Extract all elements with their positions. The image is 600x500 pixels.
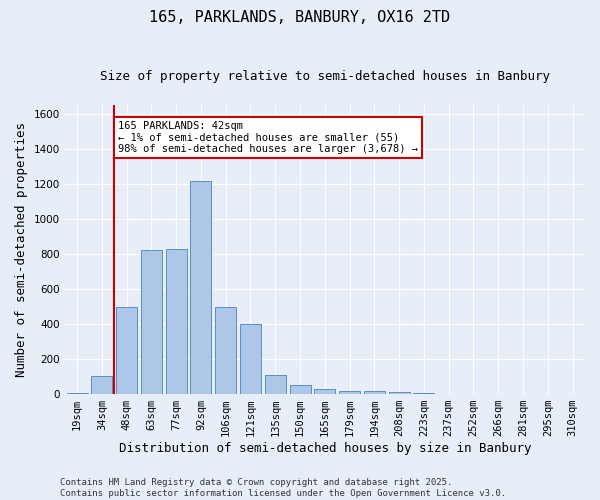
Bar xyxy=(339,390,360,394)
Bar xyxy=(190,181,211,394)
Bar xyxy=(290,386,311,394)
Y-axis label: Number of semi-detached properties: Number of semi-detached properties xyxy=(15,122,28,377)
Bar xyxy=(215,308,236,394)
X-axis label: Distribution of semi-detached houses by size in Banbury: Distribution of semi-detached houses by … xyxy=(119,442,531,455)
Text: 165 PARKLANDS: 42sqm
← 1% of semi-detached houses are smaller (55)
98% of semi-d: 165 PARKLANDS: 42sqm ← 1% of semi-detach… xyxy=(118,121,418,154)
Bar xyxy=(364,392,385,394)
Text: 165, PARKLANDS, BANBURY, OX16 2TD: 165, PARKLANDS, BANBURY, OX16 2TD xyxy=(149,10,451,25)
Bar xyxy=(265,375,286,394)
Text: Contains HM Land Registry data © Crown copyright and database right 2025.
Contai: Contains HM Land Registry data © Crown c… xyxy=(60,478,506,498)
Bar xyxy=(240,324,261,394)
Bar xyxy=(67,393,88,394)
Bar xyxy=(166,248,187,394)
Bar xyxy=(413,393,434,394)
Bar xyxy=(116,308,137,394)
Bar xyxy=(91,376,112,394)
Title: Size of property relative to semi-detached houses in Banbury: Size of property relative to semi-detach… xyxy=(100,70,550,83)
Bar xyxy=(389,392,410,394)
Bar xyxy=(141,250,162,394)
Bar xyxy=(314,389,335,394)
